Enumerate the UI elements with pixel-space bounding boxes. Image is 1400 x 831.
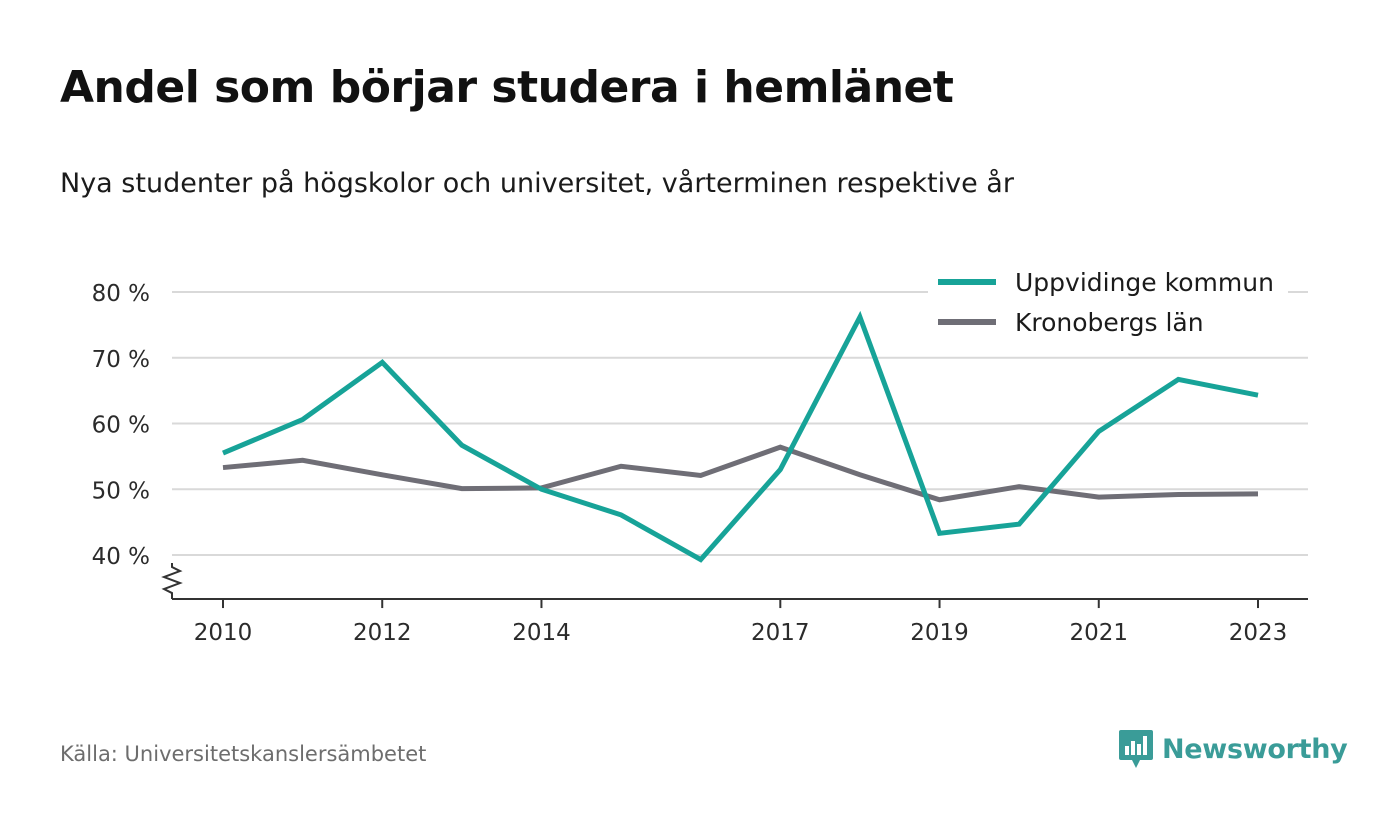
legend-label: Kronobergs län [1015,308,1204,337]
series-lines [222,310,1259,563]
y-tick-label: 40 % [92,544,150,570]
newsworthy-logo-icon [1119,730,1153,768]
y-tick-label: 60 % [92,413,150,439]
legend-label: Uppvidinge kommun [1015,268,1274,297]
brand-logo[interactable]: Newsworthy [1118,728,1348,770]
chart-subtitle: Nya studenter på högskolor och universit… [60,168,1014,199]
series-line-2 [222,444,1259,503]
x-tick-label: 2023 [1229,620,1288,646]
x-tick-label: 2017 [751,620,810,646]
legend: Uppvidinge kommun Kronobergs län [928,262,1288,350]
x-tick-label: 2019 [910,620,969,646]
series-line-1 [222,310,1259,563]
x-tick-label: 2021 [1069,620,1128,646]
brand-name: Newsworthy [1162,733,1348,765]
legend-background [928,262,1288,350]
x-tick-label: 2010 [194,620,253,646]
source-note: Källa: Universitetskanslersämbetet [60,742,427,766]
y-tick-label: 70 % [92,347,150,373]
x-axis [161,563,1308,601]
y-axis-ticks: 40 % 50 % 60 % 70 % 80 % [92,281,150,570]
x-tick-label: 2012 [353,620,412,646]
x-tick-label: 2014 [512,620,571,646]
y-tick-label: 80 % [92,281,150,307]
x-axis-ticks: 2010 2012 2014 2017 2019 2021 2023 [194,599,1288,646]
chart-title: Andel som börjar studera i hemlänet [60,62,954,113]
axis-break-icon [161,563,183,600]
y-tick-label: 50 % [92,478,150,504]
